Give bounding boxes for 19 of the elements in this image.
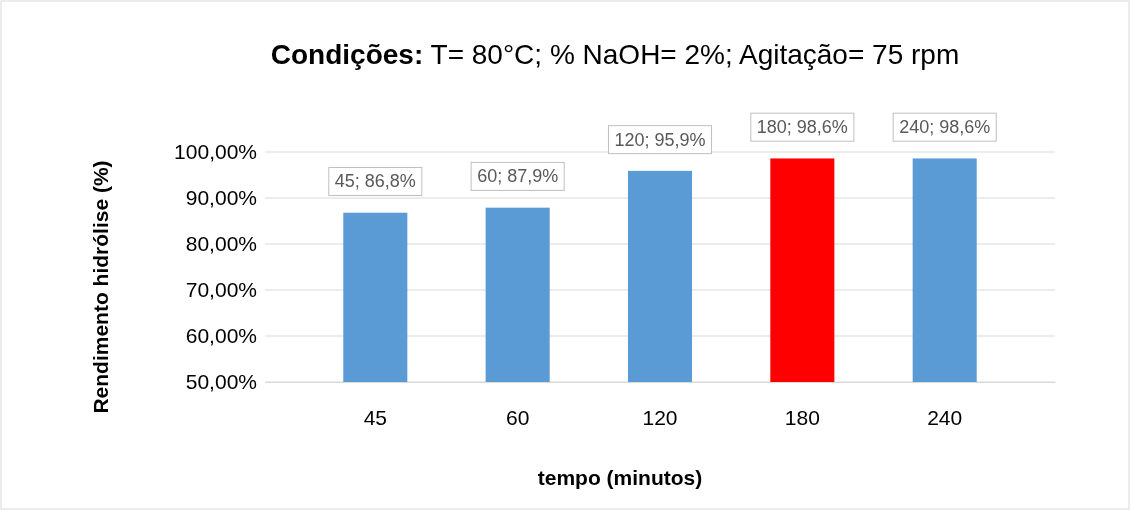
y-tick-label: 50,00%	[185, 370, 257, 394]
y-axis-title: Rendimento hidrólise (%)	[89, 160, 112, 414]
x-tick-label: 120	[642, 405, 678, 429]
y-tick-label: 80,00%	[185, 232, 257, 256]
x-tick-label: 60	[505, 405, 530, 429]
data-label: 240; 98,6%	[899, 117, 991, 138]
x-tick-label: 240	[927, 405, 963, 429]
x-tick-label: 45	[363, 405, 387, 429]
chart-title: Condições: T= 80°C; % NaOH= 2%; Agitação= 75 rpm	[270, 39, 960, 70]
y-tick-label: 60,00%	[185, 324, 257, 348]
y-tick-label: 70,00%	[185, 278, 257, 302]
data-label: 60; 87,9%	[477, 166, 559, 187]
data-label: 120; 95,9%	[614, 129, 706, 150]
data-label: 45; 86,8%	[334, 171, 416, 192]
x-axis-title: tempo (minutos)	[537, 466, 703, 489]
data-label: 180; 98,6%	[756, 117, 848, 138]
y-tick-label: 90,00%	[185, 186, 257, 210]
y-tick-label: 100,00%	[174, 140, 257, 164]
x-tick-label: 180	[784, 405, 820, 429]
